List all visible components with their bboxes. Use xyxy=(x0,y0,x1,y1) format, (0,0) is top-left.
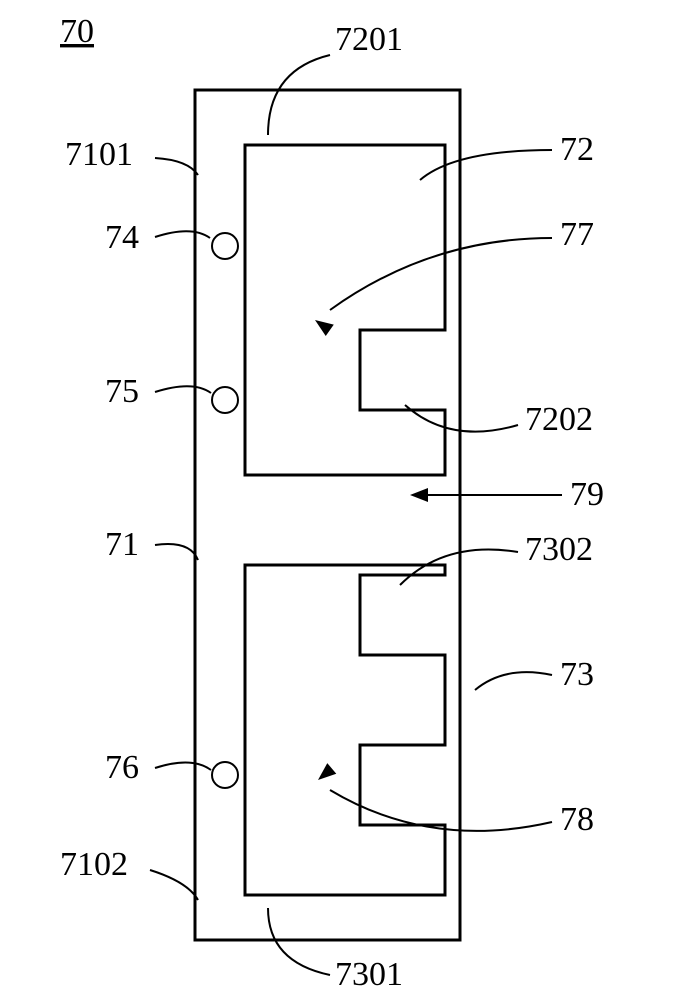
label-7201: 7201 xyxy=(335,21,403,58)
label-75: 75 xyxy=(105,373,139,410)
label-7102: 7102 xyxy=(60,846,128,883)
label-74: 74 xyxy=(105,219,139,256)
label-73: 73 xyxy=(560,656,594,693)
label-7302: 7302 xyxy=(525,531,593,568)
figure-number: 70 xyxy=(60,13,94,50)
label-77: 77 xyxy=(560,216,594,253)
label-79: 79 xyxy=(570,476,604,513)
label-72: 72 xyxy=(560,131,594,168)
label-7202: 7202 xyxy=(525,401,593,438)
label-71: 71 xyxy=(105,526,139,563)
label-7301: 7301 xyxy=(335,956,403,993)
label-76: 76 xyxy=(105,749,139,786)
label-78: 78 xyxy=(560,801,594,838)
label-7101: 7101 xyxy=(65,136,133,173)
